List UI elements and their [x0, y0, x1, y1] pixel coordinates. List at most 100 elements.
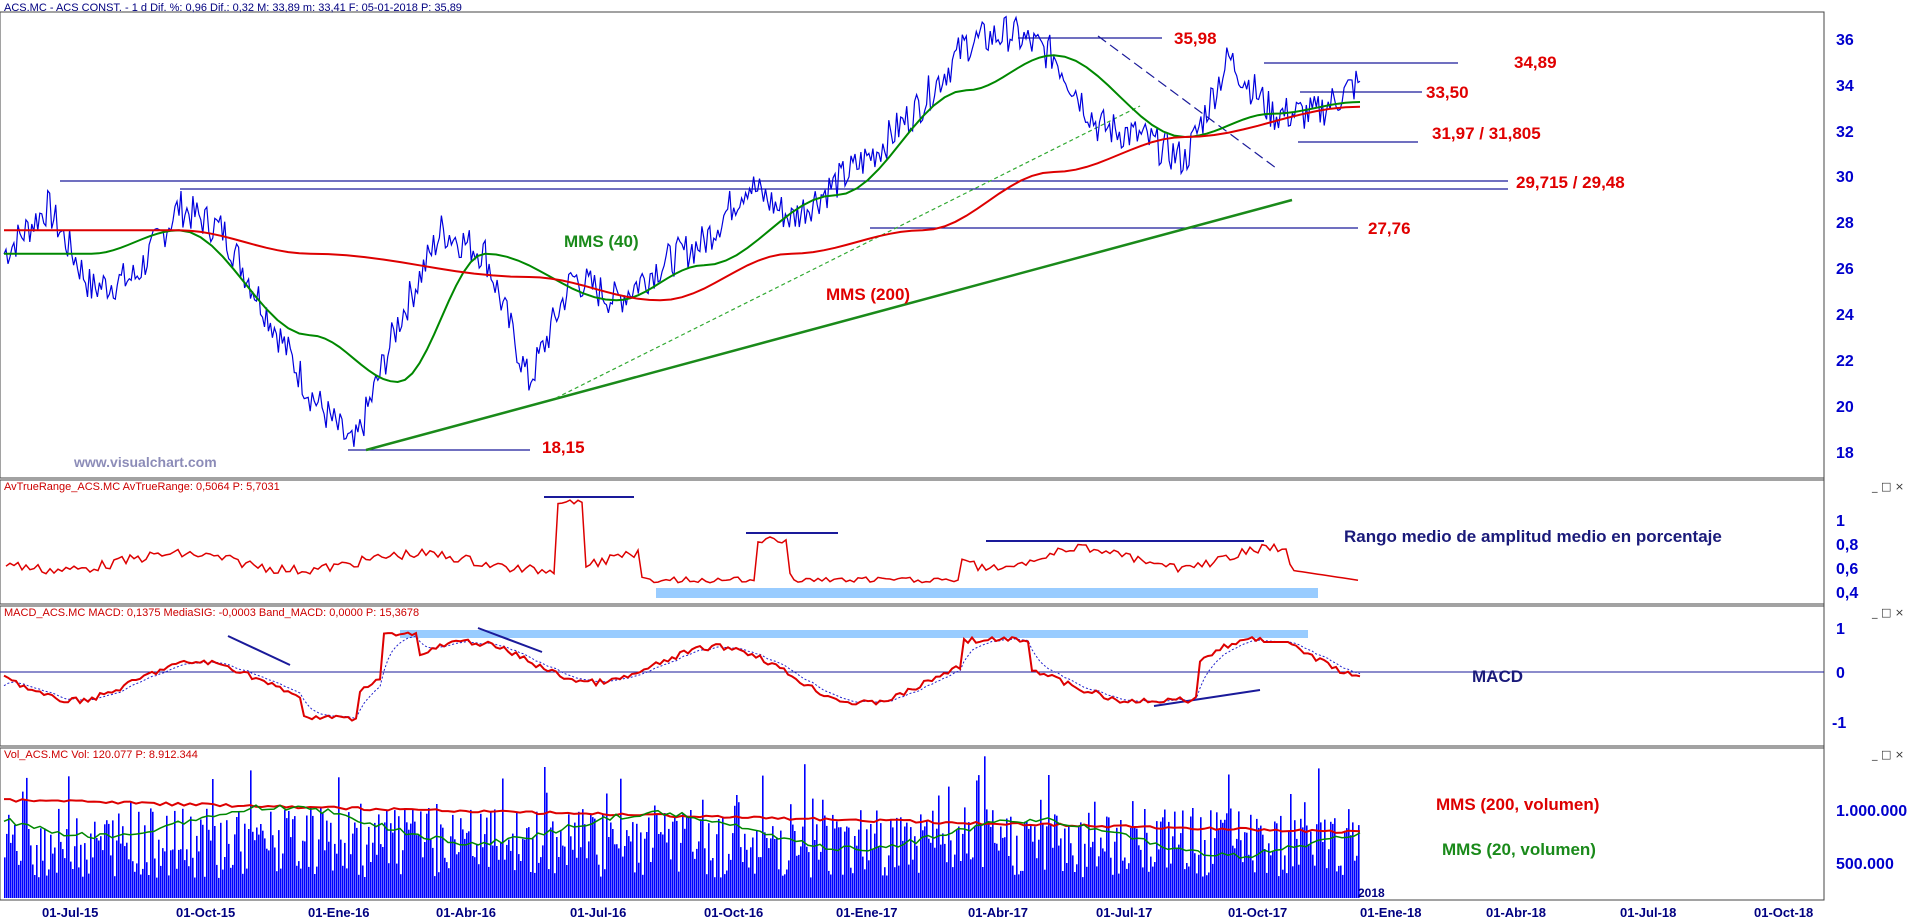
volume-bar — [766, 838, 768, 898]
volume-bar — [1286, 873, 1288, 898]
volume-bar — [432, 847, 434, 898]
volume-bar — [24, 800, 26, 898]
volume-bar — [762, 775, 764, 898]
volume-bar — [660, 832, 662, 898]
volume-bar — [978, 775, 980, 898]
volume-bar — [1208, 872, 1210, 898]
volume-bar — [628, 836, 630, 898]
volume-bar — [390, 823, 392, 898]
volume-bar — [334, 843, 336, 898]
volume-bar — [142, 868, 144, 898]
volume-bar — [910, 827, 912, 898]
vol20-label: MMS (20, volumen) — [1442, 840, 1596, 859]
volume-bar — [510, 850, 512, 898]
volume-bar — [692, 851, 694, 898]
volume-bar — [790, 804, 792, 898]
volume-bar — [80, 844, 82, 898]
volume-bar — [590, 814, 592, 898]
volume-bar — [1174, 811, 1176, 898]
volume-bar — [732, 833, 734, 898]
volume-bar — [524, 839, 526, 898]
volume-bar — [834, 828, 836, 898]
volume-bar — [688, 815, 690, 898]
volume-bar — [1358, 825, 1360, 898]
annotation-high: 35,98 — [1174, 29, 1217, 48]
volume-bar — [1256, 818, 1258, 898]
volume-bar — [282, 853, 284, 898]
volume-bar — [638, 862, 640, 898]
volume-bar — [54, 847, 56, 898]
volume-bar — [802, 826, 804, 898]
volume-bar — [12, 834, 14, 898]
volume-bar — [78, 867, 80, 898]
volume-bar — [4, 857, 6, 898]
volume-bar — [954, 854, 956, 898]
macd-window-controls[interactable]: _ □ × — [1871, 606, 1904, 619]
volume-bar — [800, 846, 802, 898]
volume-bar — [1354, 860, 1356, 898]
volume-bar — [742, 862, 744, 898]
volume-bar — [46, 875, 48, 898]
price-tick: 28 — [1836, 215, 1854, 232]
volume-window-controls[interactable]: _ □ × — [1871, 748, 1904, 761]
volume-bar — [1266, 872, 1268, 898]
volume-bar — [492, 845, 494, 898]
volume-bar — [220, 822, 222, 898]
volume-bar — [712, 858, 714, 898]
volume-bar — [1056, 815, 1058, 898]
volume-bar — [488, 866, 490, 898]
volume-bar — [626, 830, 628, 898]
volume-bar — [976, 780, 978, 898]
volume-bar — [348, 812, 350, 898]
volume-bar — [1002, 837, 1004, 898]
price-tick: 26 — [1836, 261, 1854, 278]
volume-bar — [344, 842, 346, 898]
volume-bar — [1314, 865, 1316, 898]
volume-bar — [806, 846, 808, 898]
volume-bar — [752, 837, 754, 898]
volume-bar — [1028, 828, 1030, 898]
volume-bar — [904, 826, 906, 898]
volume-bar — [1166, 867, 1168, 898]
x-tick: 01-Abr-18 — [1486, 905, 1546, 920]
volume-bar — [1164, 809, 1166, 898]
volume-bar — [612, 829, 614, 898]
atr-tick: 0,6 — [1836, 561, 1858, 578]
volume-bar — [124, 846, 126, 898]
mms200-line — [4, 105, 1361, 302]
volume-bar — [1052, 847, 1054, 898]
volume-bar — [214, 826, 216, 898]
volume-bar — [754, 873, 756, 898]
volume-bar — [1062, 871, 1064, 898]
volume-bar — [866, 829, 868, 898]
volume-bar — [784, 874, 786, 898]
volume-bar — [1350, 835, 1352, 898]
atr-window-controls[interactable]: _ □ × — [1871, 480, 1904, 493]
volume-bar — [442, 827, 444, 898]
volume-bar — [772, 826, 774, 898]
volume-bar — [502, 778, 504, 898]
volume-bar — [516, 811, 518, 898]
volume-bar — [1146, 832, 1148, 898]
volume-bar — [604, 869, 606, 898]
volume-bar — [1298, 864, 1300, 898]
volume-bar — [672, 821, 674, 898]
volume-bar — [328, 841, 330, 898]
volume-bar — [1284, 855, 1286, 898]
volume-bar — [1024, 821, 1026, 898]
volume-bar — [1054, 814, 1056, 898]
volume-bar — [1214, 838, 1216, 898]
volume-bar — [312, 815, 314, 898]
volume-bar — [236, 817, 238, 898]
volume-bar — [562, 845, 564, 898]
volume-bar — [320, 807, 322, 898]
volume-bar — [456, 854, 458, 898]
volume-bar — [536, 811, 538, 898]
volume-bar — [100, 836, 102, 898]
volume-bar — [478, 864, 480, 898]
volume-bar — [880, 823, 882, 898]
volume-bar — [1130, 827, 1132, 898]
volume-bar — [804, 764, 806, 898]
volume-bar — [162, 848, 164, 898]
volume-bar — [58, 808, 60, 898]
